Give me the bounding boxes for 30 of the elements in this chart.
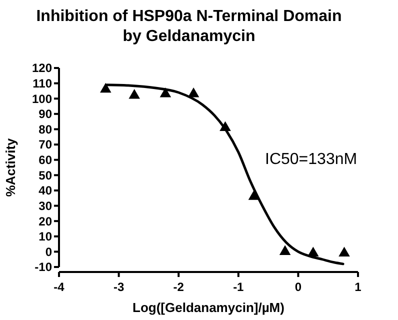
y-tick-label: 90 — [38, 107, 52, 122]
point — [128, 89, 140, 99]
y-tick-label: 110 — [32, 76, 52, 91]
x-axis-title: Log([Geldanamycin]/µM) — [132, 300, 284, 315]
y-tick-label: 120 — [32, 61, 52, 76]
x-tick-label: -3 — [113, 280, 124, 294]
x-tick-label: -2 — [173, 280, 184, 294]
y-tick-label: 10 — [38, 230, 52, 244]
y-tick-label: 50 — [38, 168, 52, 182]
y-tick-label: 70 — [38, 138, 52, 152]
y-tick-label: 30 — [38, 198, 52, 213]
y-tick-label: 100 — [32, 92, 52, 106]
point — [188, 88, 200, 98]
point — [279, 245, 291, 255]
y-tick-label: -10 — [34, 260, 52, 274]
x-tick-label: -1 — [233, 280, 244, 294]
y-axis-title: %Activity — [3, 137, 18, 197]
x-tick-label: 1 — [354, 280, 362, 294]
y-tick-label: 20 — [38, 214, 52, 228]
x-tick-label: 0 — [294, 280, 302, 294]
x-tick-label: -4 — [54, 280, 65, 294]
chart-title: Inhibition of HSP90a N-Terminal Domain by Geldanamycin — [36, 8, 342, 45]
y-tick-label: 60 — [38, 153, 52, 168]
point — [160, 88, 172, 98]
y-tick-label: 40 — [38, 184, 52, 198]
y-tick-label: 80 — [38, 122, 52, 136]
annotation: IC50=133nM — [265, 151, 358, 168]
point — [100, 82, 112, 93]
y-tick-label: 0 — [45, 244, 52, 259]
point — [338, 246, 350, 256]
